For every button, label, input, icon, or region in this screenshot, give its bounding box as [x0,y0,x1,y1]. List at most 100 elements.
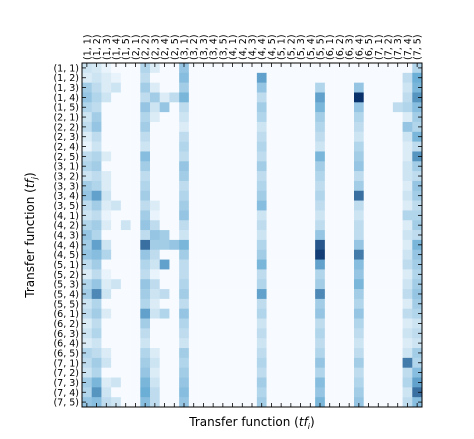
heatmap-cell [237,308,248,319]
heatmap-cell [363,298,374,310]
heatmap-cell [383,298,394,310]
heatmap-cell [169,102,180,113]
x-tick-label: (2, 5) [170,34,181,60]
heatmap-cell [130,102,141,113]
heatmap-cell [373,151,384,162]
heatmap-cell [334,141,345,152]
heatmap-cell [266,180,277,192]
heatmap-cell [237,239,248,251]
heatmap-cell [334,131,345,142]
heatmap-cell [305,190,316,201]
heatmap-cell [179,72,190,83]
heatmap-cell [227,318,238,329]
heatmap-cell [266,171,277,182]
heatmap-cell [101,72,112,83]
heatmap-cell [150,338,161,349]
heatmap-cell [392,279,403,290]
heatmap-cell [276,357,287,368]
heatmap-cell [266,220,277,231]
heatmap-cell [237,367,248,378]
heatmap-cell [256,210,267,221]
heatmap-cell [256,82,267,93]
heatmap-cell [334,387,345,398]
heatmap-cell [344,92,355,103]
heatmap-cell [150,308,161,319]
heatmap-cell [82,171,93,182]
heatmap-cell [324,328,335,339]
heatmap-cell [305,289,316,300]
heatmap-cell [208,72,219,83]
heatmap-cell [373,141,384,152]
heatmap-cell [412,377,423,388]
heatmap-cell [256,249,267,260]
heatmap-cell [324,230,335,241]
heatmap-cell [412,230,423,241]
heatmap-cell [344,180,355,192]
heatmap-cell [247,397,258,408]
heatmap-cell [130,367,141,378]
heatmap-cell [227,397,238,408]
heatmap-cell [373,200,384,211]
heatmap-cell [373,289,384,300]
heatmap-cell [295,230,306,241]
heatmap-cell [266,121,277,133]
heatmap-cell [392,269,403,280]
y-tick-label: (1, 5) [53,103,79,114]
heatmap-cell [305,298,316,310]
heatmap-cell [150,131,161,142]
heatmap-cell [227,200,238,211]
heatmap-cell [324,239,335,251]
heatmap-cell [218,367,229,378]
heatmap-cell [334,308,345,319]
heatmap-cell [179,82,190,93]
heatmap-cell [169,230,180,241]
heatmap-cell [256,367,267,378]
heatmap-cell [247,308,258,319]
heatmap-cell [198,338,209,349]
heatmap-cell [286,171,297,182]
heatmap-cell [111,151,122,162]
heatmap-cell [363,269,374,280]
heatmap-cell [130,279,141,290]
heatmap-cell [120,259,131,270]
heatmap-cell [363,112,374,123]
heatmap-cell [315,348,326,359]
heatmap-cell [344,249,355,260]
heatmap-cell [383,308,394,319]
heatmap-cell [334,161,345,172]
heatmap-cell [188,200,199,211]
heatmap-cell [101,131,112,142]
heatmap-cell [179,141,190,152]
heatmap-cell [373,102,384,113]
heatmap-cell [256,190,267,201]
y-tick-label: (1, 4) [53,93,79,104]
x-tick-label: (4, 4) [257,34,268,60]
heatmap-cell [159,279,170,290]
heatmap-cell [276,200,287,211]
heatmap-cell [256,63,267,74]
heatmap-cell [266,112,277,123]
heatmap-cell [305,357,316,368]
heatmap-cell [305,377,316,388]
heatmap-cell [101,318,112,329]
heatmap-cell [392,298,403,310]
heatmap-cell [179,279,190,290]
heatmap-cell [150,102,161,113]
heatmap-cell [402,328,413,339]
heatmap-cell [363,357,374,368]
x-tick-label: (7, 4) [403,34,414,60]
heatmap-cell [120,121,131,133]
heatmap-cell [91,151,102,162]
x-axis-ticks: (1, 1)(1, 2)(1, 3)(1, 4)(1, 5)(2, 1)(2, … [82,34,424,407]
heatmap-cell [237,348,248,359]
heatmap-cell [392,92,403,103]
heatmap-cell [383,318,394,329]
heatmap-cell [383,387,394,398]
heatmap-cell [383,367,394,378]
x-tick-label: (4, 2) [238,34,249,60]
heatmap-cell [130,92,141,103]
heatmap-cell [256,328,267,339]
heatmap-cell [324,161,335,172]
heatmap-cell [334,200,345,211]
heatmap-cell [256,121,267,133]
